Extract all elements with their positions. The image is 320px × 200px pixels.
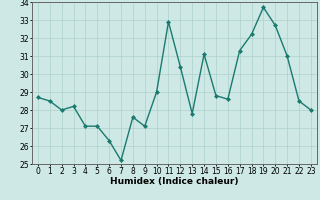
X-axis label: Humidex (Indice chaleur): Humidex (Indice chaleur) [110, 177, 239, 186]
